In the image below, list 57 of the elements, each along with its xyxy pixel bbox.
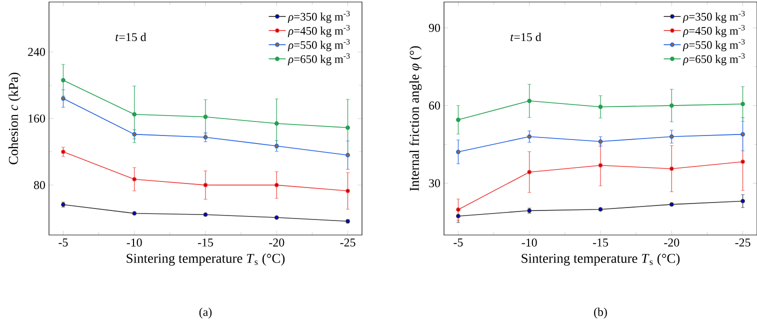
point — [669, 166, 674, 171]
point — [740, 102, 745, 106]
x-tick-label: -10 — [126, 238, 142, 247]
y-tick-label: 60 — [429, 102, 440, 110]
point — [274, 121, 279, 126]
point — [203, 114, 208, 120]
point — [669, 134, 674, 139]
x-tick-label: -25 — [340, 238, 356, 247]
point — [132, 177, 137, 182]
x-tick-label: -15 — [592, 238, 608, 247]
y-tick-label: 240 — [28, 48, 46, 56]
point — [346, 152, 350, 158]
point — [346, 125, 350, 130]
point — [740, 160, 745, 164]
point — [456, 150, 460, 154]
point — [346, 188, 350, 194]
x-axis-title: Sintering temperature T$_{s}$ (°C) — [126, 253, 285, 266]
point — [598, 104, 603, 110]
legend-label: ρ=550 kg m$^{-3}$ — [288, 39, 350, 52]
y-tick-label: 80 — [34, 181, 46, 190]
point — [132, 132, 137, 137]
annotation: t=15 d — [116, 32, 146, 42]
y-tick-label: 160 — [28, 114, 46, 123]
legend-label: ρ=650 kg m$^{-3}$ — [288, 53, 350, 66]
x-tick-label: -15 — [198, 238, 214, 247]
point — [527, 170, 532, 174]
annotation: t=15 d — [510, 32, 542, 42]
point — [669, 103, 674, 108]
point — [274, 182, 279, 188]
x-tick-label: -20 — [664, 238, 680, 247]
legend-label: ρ=650 kg m$^{-3}$ — [682, 53, 745, 66]
legend-label: ρ=450 kg m$^{-3}$ — [682, 24, 745, 38]
point — [456, 118, 460, 122]
x-tick-label: -5 — [58, 238, 68, 246]
y-axis-title: Cohesion c (kPa) — [8, 72, 21, 164]
text: (b) — [594, 308, 607, 318]
point — [527, 98, 532, 104]
legend-label: ρ=350 kg m$^{-3}$ — [288, 10, 350, 23]
point — [132, 112, 137, 117]
point — [203, 182, 208, 188]
legend-label: ρ=550 kg m$^{-3}$ — [682, 39, 745, 52]
legend-label: ρ=450 kg m$^{-3}$ — [288, 24, 350, 38]
y-tick-label: 90 — [428, 24, 440, 32]
point — [527, 134, 532, 139]
text: (a) — [199, 308, 212, 318]
y-tick-label: 30 — [429, 179, 440, 188]
x-tick-label: -25 — [735, 238, 750, 247]
point — [740, 198, 745, 204]
legend-label: ρ=350 kg m$^{-3}$ — [682, 10, 745, 23]
point — [61, 150, 66, 154]
x-axis-title: Sintering temperature T$_{s}$ (°C) — [522, 253, 680, 266]
point — [61, 78, 66, 82]
x-tick-label: -5 — [454, 238, 463, 246]
point — [598, 163, 603, 168]
x-tick-label: -10 — [522, 238, 537, 247]
y-axis-title: Internal friction angle φ (°) — [409, 46, 422, 191]
x-tick-label: -20 — [269, 238, 284, 247]
